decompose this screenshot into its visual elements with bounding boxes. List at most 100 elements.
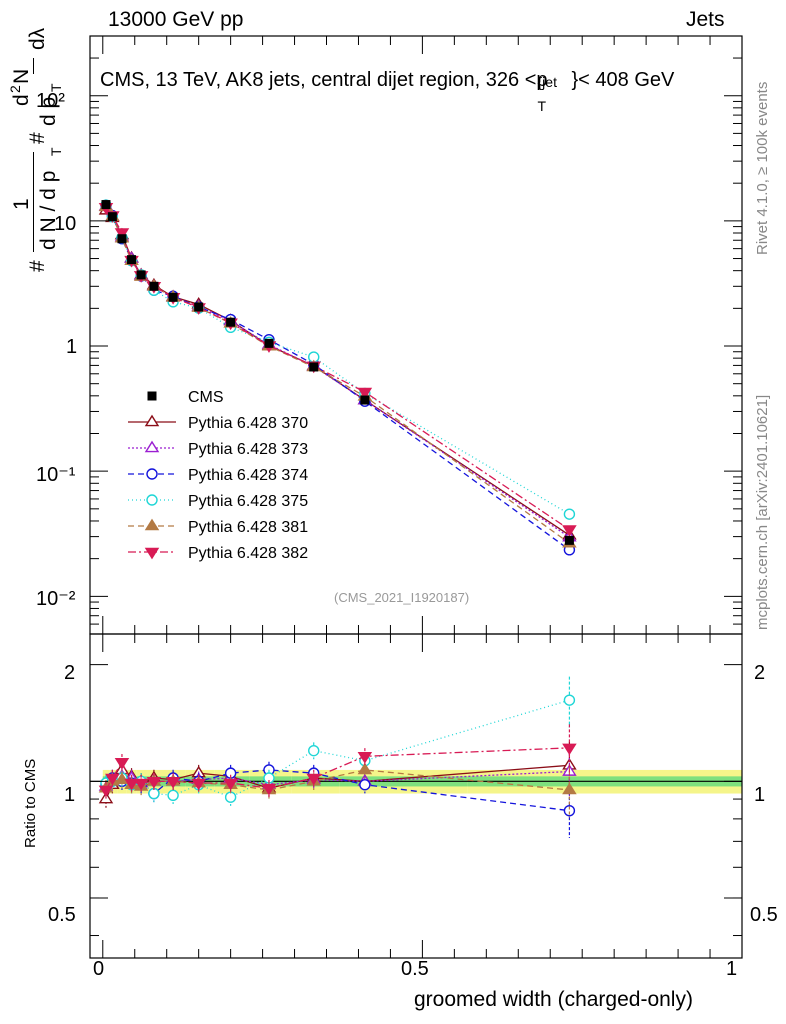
series-point-ratio	[261, 783, 277, 796]
category-label: Jets	[686, 8, 725, 31]
energy-label: 13000 GeV pp	[108, 8, 244, 31]
series-point-main	[114, 228, 130, 240]
series-point-ratio	[223, 778, 238, 791]
series-point-ratio	[562, 782, 577, 795]
series-point-ratio	[133, 778, 149, 791]
ratio-tick-1-right: 1	[754, 784, 766, 806]
legend-marker	[144, 414, 160, 427]
y-tick-1: 1	[66, 336, 78, 358]
legend-entry-cms: CMS	[147, 389, 224, 406]
ylabel-hash-2: #	[26, 132, 49, 144]
legend-entry: Pythia 6.428 374	[128, 467, 308, 484]
ratio-uncertainty-band	[90, 769, 742, 794]
legend-marker	[146, 468, 158, 480]
rivet-label: Rivet 4.1.0, ≥ 100k events	[754, 81, 771, 255]
ylabel-d: d	[10, 94, 33, 106]
series-point-ratio	[357, 762, 373, 775]
series-point-ratio	[124, 778, 139, 791]
plot-title-sub: T	[537, 98, 547, 114]
analysis-id: (CMS_2021_I1920187)	[334, 590, 470, 605]
series-cms-data	[101, 200, 574, 545]
ratio-tick-2-right: 2	[754, 662, 766, 684]
y-tick-1e2: 10²	[36, 90, 65, 112]
legend-marker	[144, 518, 160, 531]
legend-label: Pythia 6.428 373	[188, 441, 308, 458]
cms-data-point	[226, 317, 236, 327]
ratio-tick-1-left: 1	[64, 784, 76, 806]
x-tick-0: 0	[93, 958, 105, 980]
series-line-main	[105, 206, 570, 544]
cms-data-point	[127, 255, 137, 265]
series-point-ratio	[357, 752, 373, 764]
plot-title: CMS, 13 TeV, AK8 jets, central dijet reg…	[100, 69, 675, 114]
series-point-main	[357, 387, 373, 400]
cms-data-point	[107, 212, 117, 222]
legend-label: Pythia 6.428 374	[188, 467, 308, 484]
cms-data-point	[136, 270, 146, 280]
legend-label: Pythia 6.428 382	[188, 545, 308, 562]
series-point-ratio	[562, 743, 577, 756]
series-point-ratio	[148, 787, 160, 800]
series-point-ratio	[191, 778, 206, 791]
plot-title-main: CMS, 13 TeV, AK8 jets, central dijet reg…	[100, 69, 548, 91]
y-tick-1e-2: 10⁻²	[36, 588, 76, 610]
ratio-tick-0-5-right: 0.5	[750, 904, 778, 926]
legend-label-cms: CMS	[188, 389, 224, 406]
series-point-ratio	[563, 804, 576, 817]
series-point-ratio	[98, 785, 114, 798]
cms-data-point	[564, 535, 574, 545]
legend: CMS Pythia 6.428 370 Pythia 6.428 373 Pythi…	[128, 389, 308, 562]
legend-marker-cms	[147, 391, 157, 401]
ylabel-t-sub-1: T	[48, 147, 64, 156]
series-layer	[98, 198, 577, 839]
mcplots-label: mcplots.cern.ch [arXiv:2401.10621]	[754, 394, 771, 630]
legend-marker	[146, 494, 158, 506]
series-line-main	[105, 204, 570, 515]
legend-entry: Pythia 6.428 381	[128, 518, 308, 536]
ylabel-dn-dpt: d N / d p	[37, 170, 60, 250]
plot-title-end: }< 408 GeV	[571, 69, 675, 91]
series-line-main	[105, 209, 570, 536]
cms-data-point	[360, 395, 370, 405]
cms-data-point	[309, 362, 319, 372]
legend-entry: Pythia 6.428 373	[128, 440, 308, 458]
series-point-ratio	[306, 773, 321, 786]
x-axis-label: groomed width (charged-only)	[414, 988, 693, 1011]
x-tick-1: 1	[726, 958, 738, 980]
ratio-y-axis-label: Ratio to CMS	[22, 758, 39, 848]
ylabel-two: 2	[7, 85, 23, 93]
series-line-main	[105, 205, 570, 538]
cms-data-point	[194, 302, 204, 312]
x-tick-0-5: 0.5	[401, 958, 429, 980]
series-point-ratio	[114, 772, 130, 784]
legend-marker	[144, 547, 160, 560]
ratio-tick-2-left: 2	[64, 662, 76, 684]
cms-data-point	[168, 292, 178, 302]
series-point-ratio	[167, 789, 179, 802]
cms-data-point	[264, 338, 274, 348]
ylabel-hash-1: #	[26, 260, 49, 272]
series-point-ratio	[165, 777, 181, 789]
ratio-tick-0-5-left: 0.5	[48, 904, 76, 926]
legend-label: Pythia 6.428 381	[188, 519, 308, 536]
ylabel-one: 1	[10, 198, 33, 210]
ylabel-dlambda: dλ	[26, 27, 49, 50]
legend-label: Pythia 6.428 370	[188, 415, 308, 432]
series-point-ratio	[114, 757, 130, 770]
series-point-ratio	[105, 773, 120, 786]
legend-entry: Pythia 6.428 370	[128, 414, 308, 432]
y-tick-1e-1: 10⁻¹	[36, 464, 76, 486]
plot-title-sup: {jet	[537, 74, 557, 90]
series-point-main	[562, 525, 577, 537]
series-point-ratio	[308, 744, 320, 757]
series-point-ratio	[224, 791, 237, 803]
tick-marks	[90, 35, 743, 958]
series-line-main	[105, 206, 570, 531]
axes-frame	[89, 35, 743, 959]
legend-entry: Pythia 6.428 382	[128, 545, 308, 562]
cms-data-point	[117, 234, 127, 244]
ylabel-n: N	[10, 68, 33, 84]
legend-marker	[144, 440, 160, 453]
series-point-ratio	[146, 777, 162, 789]
